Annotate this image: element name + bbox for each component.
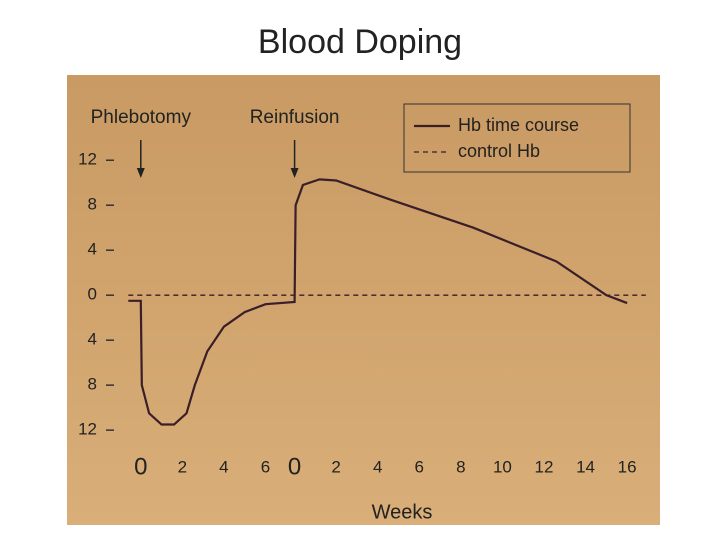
x-tick-label: 2 <box>331 457 340 476</box>
chart-title: Blood Doping <box>258 23 462 61</box>
chart-background <box>67 75 660 525</box>
legend-box <box>403 103 631 173</box>
legend-label: Hb time course <box>458 115 579 135</box>
x-axis-label: Weeks <box>372 501 433 523</box>
y-tick-label: 8 <box>88 195 97 214</box>
x-tick-label: 12 <box>535 457 554 476</box>
annotation: Phlebotomy <box>91 107 192 128</box>
x-tick-label: 0 <box>288 453 301 480</box>
y-tick-label: 0 <box>88 285 97 304</box>
annotation: Reinfusion <box>250 107 340 128</box>
annotation-arrowhead <box>136 168 145 178</box>
y-tick-label: 4 <box>88 240 97 259</box>
annotation-arrowhead <box>290 168 299 178</box>
y-tick-label: 12 <box>78 150 97 169</box>
x-tick-label: 6 <box>415 457 424 476</box>
x-tick-label: 10 <box>493 457 512 476</box>
x-tick-label: 8 <box>456 457 465 476</box>
x-tick-label: 0 <box>134 453 147 480</box>
series-line <box>128 178 628 426</box>
y-tick-label: 8 <box>88 375 97 394</box>
y-tick-label: 4 <box>88 330 97 349</box>
x-tick-label: 14 <box>576 457 595 476</box>
x-tick-label: 4 <box>373 457 382 476</box>
x-tick-label: 2 <box>178 457 187 476</box>
legend-label: control Hb <box>458 141 540 161</box>
x-tick-label: 16 <box>618 457 637 476</box>
x-tick-label: 4 <box>219 457 228 476</box>
x-tick-label: 6 <box>261 457 270 476</box>
y-tick-label: 12 <box>78 420 97 439</box>
